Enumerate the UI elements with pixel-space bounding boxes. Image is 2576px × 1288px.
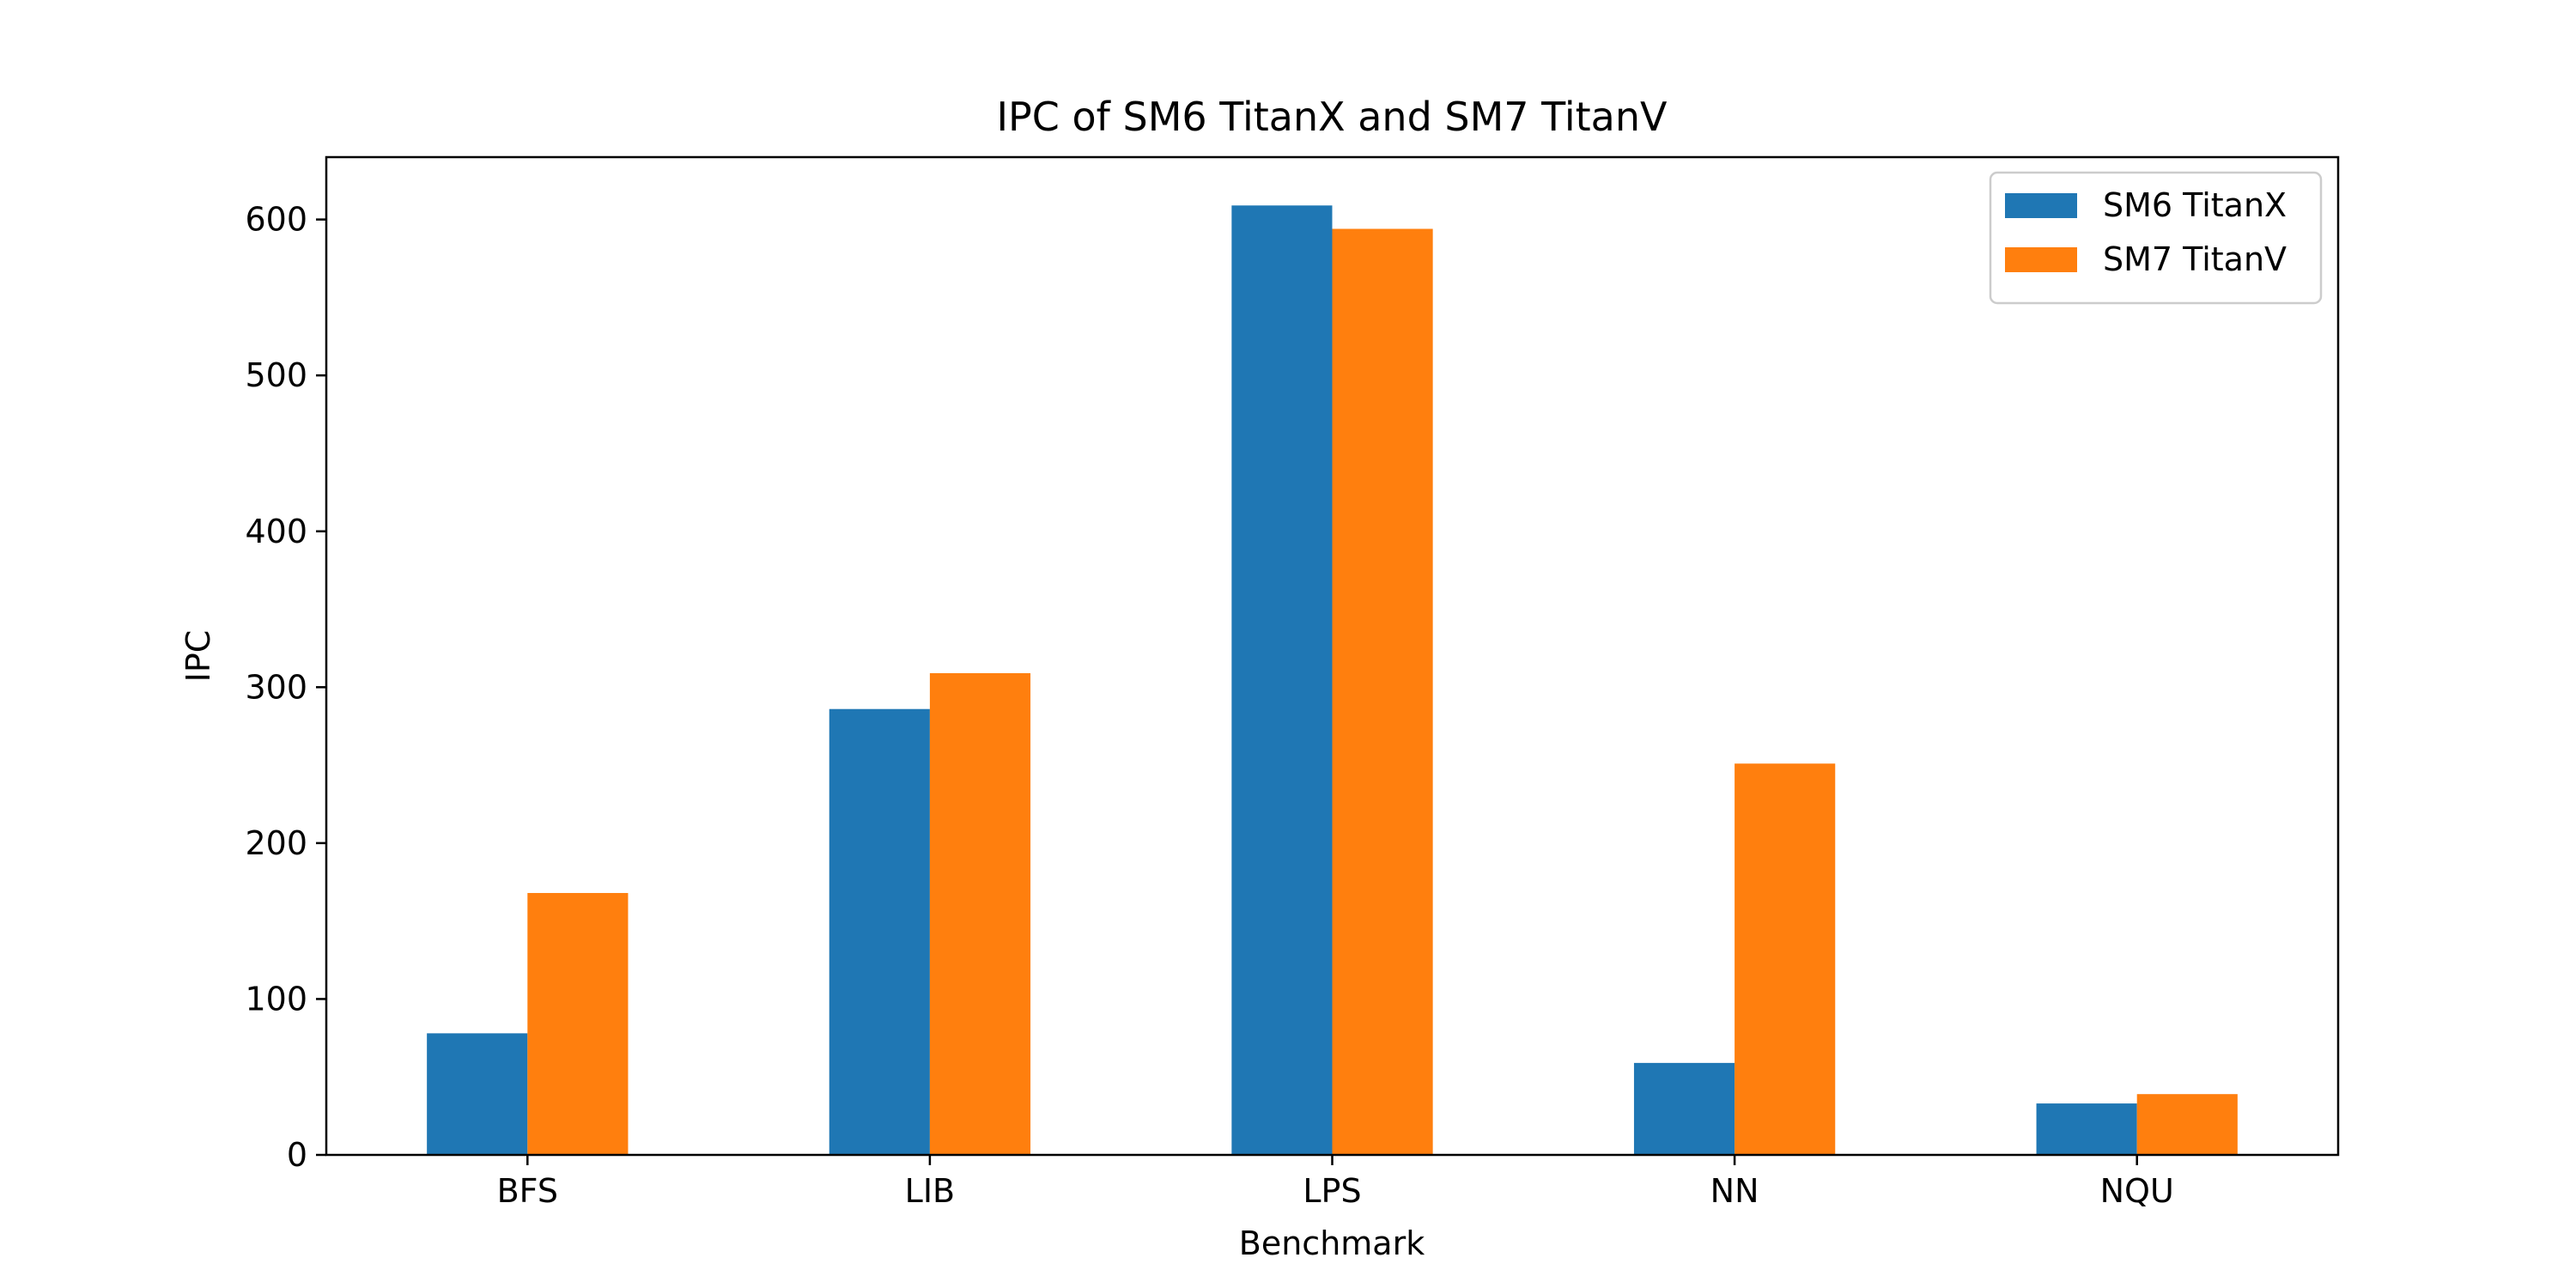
- legend-label-series-2: SM7 TitanV: [2103, 240, 2287, 278]
- y-axis: 0 100 200 300 400 500 600: [245, 201, 326, 1174]
- bar-bfs-series-2: [527, 892, 629, 1155]
- x-tick-label-lib: LIB: [905, 1172, 955, 1210]
- y-tick-label: 500: [245, 356, 307, 394]
- legend-label-series-1: SM6 TitanX: [2103, 186, 2287, 224]
- legend-swatch-series-2: [2005, 247, 2077, 272]
- y-tick-label: 0: [287, 1136, 307, 1174]
- bar-lib-series-2: [929, 672, 1031, 1155]
- bar-nn-series-2: [1735, 763, 1836, 1155]
- y-tick-label: 400: [245, 513, 307, 550]
- bar-nn-series-1: [1633, 1062, 1735, 1155]
- x-axis: BFS LIB LPS NN NQU: [497, 1155, 2174, 1210]
- y-tick-label: 600: [245, 201, 307, 239]
- x-tick-label-nqu: NQU: [2100, 1172, 2174, 1210]
- bar-nqu-series-1: [2036, 1103, 2137, 1155]
- bar-bfs-series-1: [427, 1033, 528, 1155]
- bar-nqu-series-2: [2136, 1094, 2238, 1155]
- y-tick-label: 300: [245, 668, 307, 706]
- y-tick-label: 100: [245, 980, 307, 1018]
- bar-lib-series-1: [829, 708, 930, 1155]
- plot-frame: [325, 155, 2340, 1157]
- x-tick-label-nn: NN: [1710, 1172, 1759, 1210]
- y-tick-label: 200: [245, 824, 307, 862]
- legend-swatch-series-1: [2005, 193, 2077, 218]
- y-axis-label: IPC: [179, 630, 217, 683]
- x-tick-label-bfs: BFS: [497, 1172, 558, 1210]
- chart-title: IPC of SM6 TitanX and SM7 TitanV: [996, 94, 1668, 140]
- bar-lps-series-1: [1231, 205, 1333, 1155]
- bars-group: [427, 205, 2238, 1155]
- x-tick-label-lps: LPS: [1303, 1172, 1361, 1210]
- bar-lps-series-2: [1332, 228, 1433, 1155]
- legend: SM6 TitanX SM7 TitanV: [1989, 171, 2323, 305]
- x-axis-label: Benchmark: [1239, 1224, 1425, 1262]
